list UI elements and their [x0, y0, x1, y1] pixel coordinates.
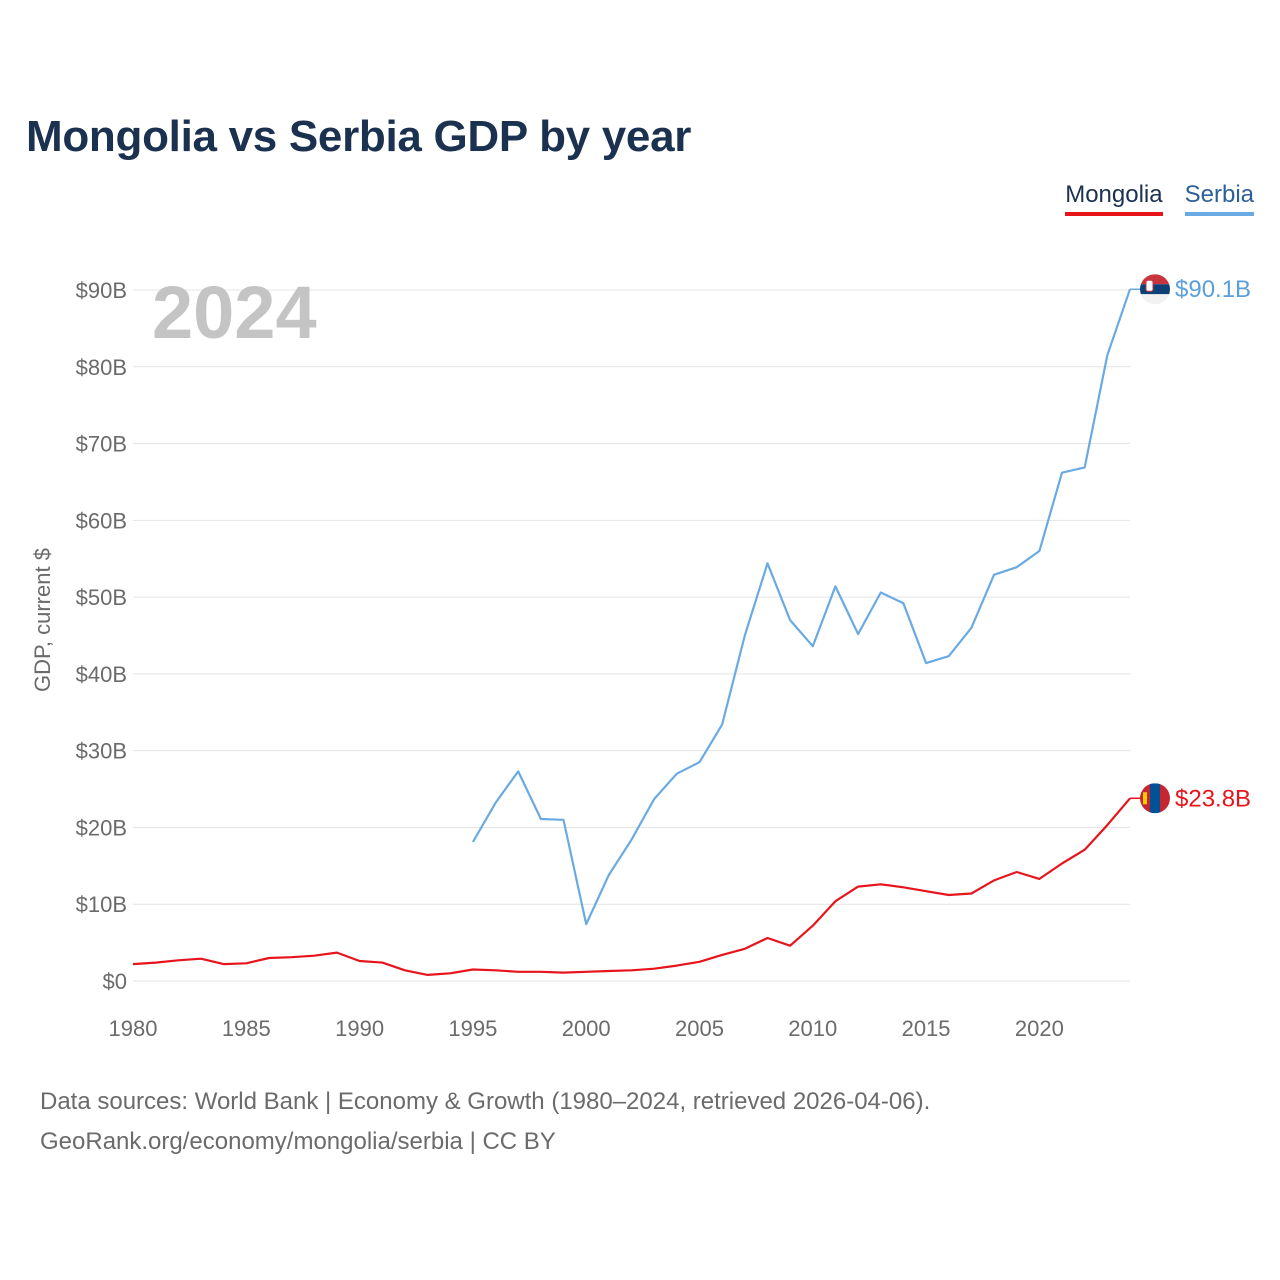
- x-tick-label: 1990: [335, 1016, 384, 1041]
- year-label: 2024: [152, 271, 317, 354]
- legend: Mongolia Serbia: [1065, 180, 1254, 216]
- serbia-flag-icon: [1140, 284, 1170, 295]
- x-tick-label: 2010: [788, 1016, 837, 1041]
- y-tick-label: $0: [103, 969, 127, 994]
- y-tick-label: $20B: [76, 815, 127, 840]
- y-tick-label: $80B: [76, 355, 127, 380]
- y-tick-label: $70B: [76, 432, 127, 457]
- y-tick-label: $30B: [76, 739, 127, 764]
- x-tick-label: 2020: [1015, 1016, 1064, 1041]
- x-tick-label: 2000: [562, 1016, 611, 1041]
- y-tick-label: $60B: [76, 508, 127, 533]
- footer: Data sources: World Bank | Economy & Gro…: [40, 1082, 930, 1162]
- source-note: Data sources: World Bank | Economy & Gro…: [40, 1088, 931, 1115]
- y-tick-label: $50B: [76, 585, 127, 610]
- x-tick-label: 2015: [902, 1016, 951, 1041]
- attribution-link[interactable]: GeoRank.org/economy/mongolia/serbia | CC…: [40, 1128, 556, 1155]
- series-line-mongolia: [132, 797, 1131, 977]
- line-chart: $0 $10B $20B $30B $40B $50B $60B $70B $80B $90B 19…: [30, 271, 1251, 1041]
- chart-title: Mongolia vs Serbia GDP by year: [26, 112, 692, 161]
- mongolia-soyombo-icon: [1143, 792, 1147, 805]
- legend-item-serbia[interactable]: Serbia: [1184, 180, 1254, 216]
- y-tick-label: $90B: [76, 278, 127, 303]
- end-value-label: $90.1B: [1175, 276, 1251, 303]
- x-tick-label: 1985: [222, 1016, 271, 1041]
- serbia-coat-icon: [1145, 279, 1154, 292]
- mongolia-flag-icon: [1150, 783, 1160, 814]
- y-tick-label: $40B: [76, 662, 127, 687]
- x-tick-label: 1995: [448, 1016, 497, 1041]
- mongolia-flag-icon: [1160, 783, 1170, 814]
- series-line-serbia: [471, 288, 1132, 926]
- y-tick-label: $10B: [76, 892, 127, 917]
- serbia-flag-icon: [1140, 294, 1170, 305]
- serbia-flag-icon: [1140, 274, 1170, 285]
- x-tick-label: 1980: [109, 1016, 158, 1041]
- y-axis-label: GDP, current $: [30, 548, 55, 692]
- x-tick-label: 2005: [675, 1016, 724, 1041]
- legend-item-mongolia[interactable]: Mongolia: [1065, 180, 1163, 216]
- end-value-label: $23.8B: [1175, 785, 1251, 812]
